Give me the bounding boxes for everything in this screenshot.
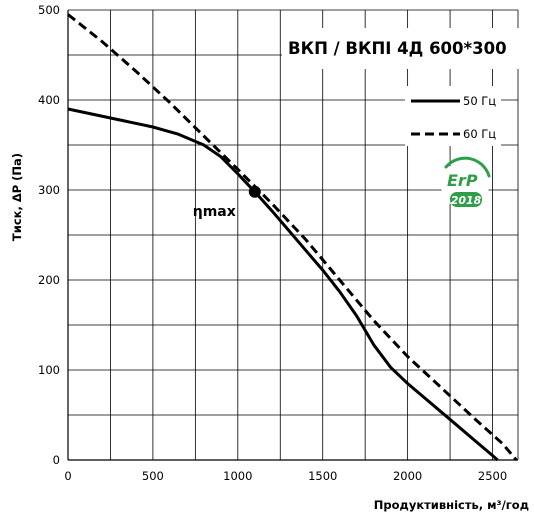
legend-box (405, 86, 501, 146)
series-layer: ηmax (67, 13, 518, 462)
legend-50hz-label: 50 Гц (463, 94, 496, 108)
grid: 0 500 1000 1500 2000 2500 0 100 200 300 400 500 (38, 3, 519, 483)
series-line-50hz (67, 107, 499, 462)
x-tick-label: 1000 (223, 469, 252, 483)
y-tick-label: 0 (53, 453, 60, 467)
x-tick-label: 500 (142, 469, 164, 483)
title-box (282, 28, 523, 69)
eta-max-point (248, 185, 261, 198)
y-tick-label: 400 (38, 93, 60, 107)
y-tick-label: 500 (38, 3, 60, 17)
x-axis-title: Продуктивність, м³/год (374, 498, 529, 512)
erp-badge-text: ErP (447, 171, 478, 190)
x-tick-label: 1500 (308, 469, 337, 483)
erp-badge-year: 2018 (451, 194, 482, 207)
y-tick-label: 100 (38, 363, 60, 377)
legend-60hz-label: 60 Гц (463, 127, 496, 141)
series-line-60hz (67, 13, 518, 461)
x-tick-label: 2000 (393, 469, 422, 483)
y-tick-label: 200 (38, 273, 60, 287)
chart-title: ВКП / ВКПІ 4Д 600*300 (288, 39, 507, 58)
x-tick-label: 2500 (478, 469, 507, 483)
eta-max-label: ηmax (193, 204, 236, 220)
y-axis-title: Тиск, ΔP (Па) (10, 153, 24, 241)
x-tick-label: 0 (64, 469, 71, 483)
y-tick-label: 300 (38, 183, 60, 197)
erp-2018-logo: ErP 2018 (441, 156, 491, 209)
